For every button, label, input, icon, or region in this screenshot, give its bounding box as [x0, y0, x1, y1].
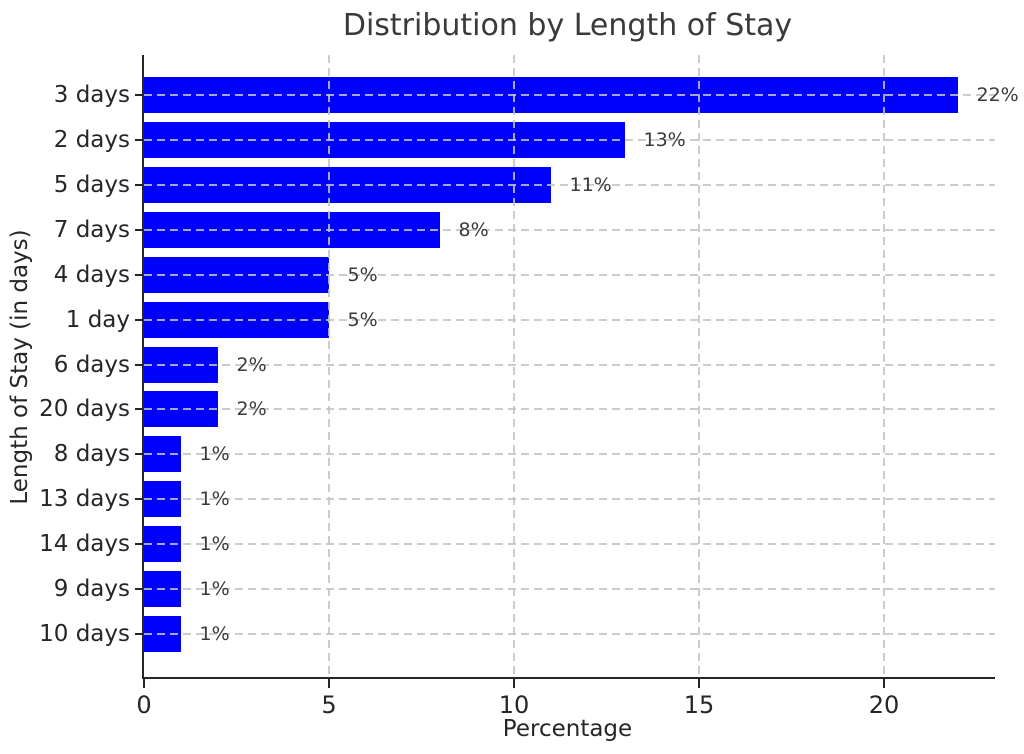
value-label: 1%: [199, 443, 230, 466]
y-tick-label: 6 days: [53, 351, 130, 378]
y-tick-label: 7 days: [53, 216, 130, 243]
x-tick-mark: [328, 679, 330, 688]
x-tick-mark: [883, 679, 885, 688]
h-gridline: [144, 498, 995, 501]
y-tick-mark: [135, 363, 143, 366]
value-label: 2%: [236, 398, 267, 421]
h-gridline: [144, 228, 995, 231]
h-gridline: [144, 543, 995, 546]
y-tick-mark: [135, 94, 143, 96]
y-tick-mark: [135, 228, 143, 231]
value-label: 2%: [236, 353, 267, 376]
x-tick-mark: [513, 679, 515, 688]
y-tick-label: 2 days: [53, 126, 130, 153]
value-label: 8%: [458, 218, 489, 241]
y-tick-mark: [135, 543, 143, 546]
y-tick-label: 9 days: [53, 576, 130, 603]
h-gridline: [144, 318, 995, 321]
value-label: 5%: [347, 308, 378, 331]
h-gridline: [144, 183, 995, 186]
y-tick-label: 3 days: [53, 82, 130, 108]
h-gridline: [144, 453, 995, 456]
y-tick-label: 8 days: [53, 441, 130, 468]
y-tick-label: 14 days: [39, 531, 130, 558]
y-tick-label: 13 days: [39, 486, 130, 513]
value-label: 1%: [199, 533, 230, 556]
h-gridline: [144, 273, 995, 276]
y-tick-mark: [135, 633, 143, 635]
h-gridline: [144, 363, 995, 366]
value-label: 1%: [199, 488, 230, 511]
value-label: 13%: [643, 128, 686, 151]
y-axis-label: Length of Stay (in days): [7, 229, 33, 505]
x-tick-label: 10: [498, 691, 530, 719]
y-tick-label: 20 days: [39, 396, 130, 423]
x-tick-mark: [143, 679, 145, 688]
y-tick-mark: [135, 498, 143, 501]
value-label: 5%: [347, 263, 378, 286]
value-label: 1%: [199, 578, 230, 601]
v-gridline: [513, 55, 515, 677]
h-gridline: [144, 588, 995, 591]
v-gridline: [698, 55, 700, 677]
y-tick-mark: [135, 318, 143, 321]
value-label: 1%: [199, 623, 230, 645]
chart-title: Distribution by Length of Stay: [342, 8, 793, 43]
h-gridline: [144, 408, 995, 411]
x-tick-label: 0: [136, 691, 152, 719]
x-tick-label: 20: [868, 691, 900, 719]
y-tick-mark: [135, 183, 143, 186]
v-gridline: [328, 55, 330, 677]
x-axis-label: Percentage: [502, 716, 633, 742]
y-tick-mark: [135, 273, 143, 276]
x-tick-label: 5: [321, 691, 337, 719]
h-gridline: [144, 138, 995, 141]
y-tick-label: 10 days: [39, 621, 130, 647]
plot-area: 0 5 10 15 20 3 days 22% 2 days 13% 5 days 11% 7 day…: [39, 55, 1019, 719]
h-gridline: [144, 633, 995, 635]
y-tick-mark: [135, 138, 143, 141]
value-label: 11%: [569, 173, 612, 196]
y-tick-mark: [135, 588, 143, 591]
x-tick-mark: [698, 679, 700, 688]
y-tick-mark: [135, 408, 143, 411]
y-tick-label: 1 day: [65, 306, 130, 333]
y-tick-label: 4 days: [53, 261, 130, 288]
y-tick-label: 5 days: [53, 171, 130, 198]
y-tick-mark: [135, 453, 143, 456]
x-tick-label: 15: [683, 691, 715, 719]
value-label: 22%: [976, 84, 1019, 106]
h-gridline: [144, 94, 995, 96]
v-gridline: [883, 55, 885, 677]
